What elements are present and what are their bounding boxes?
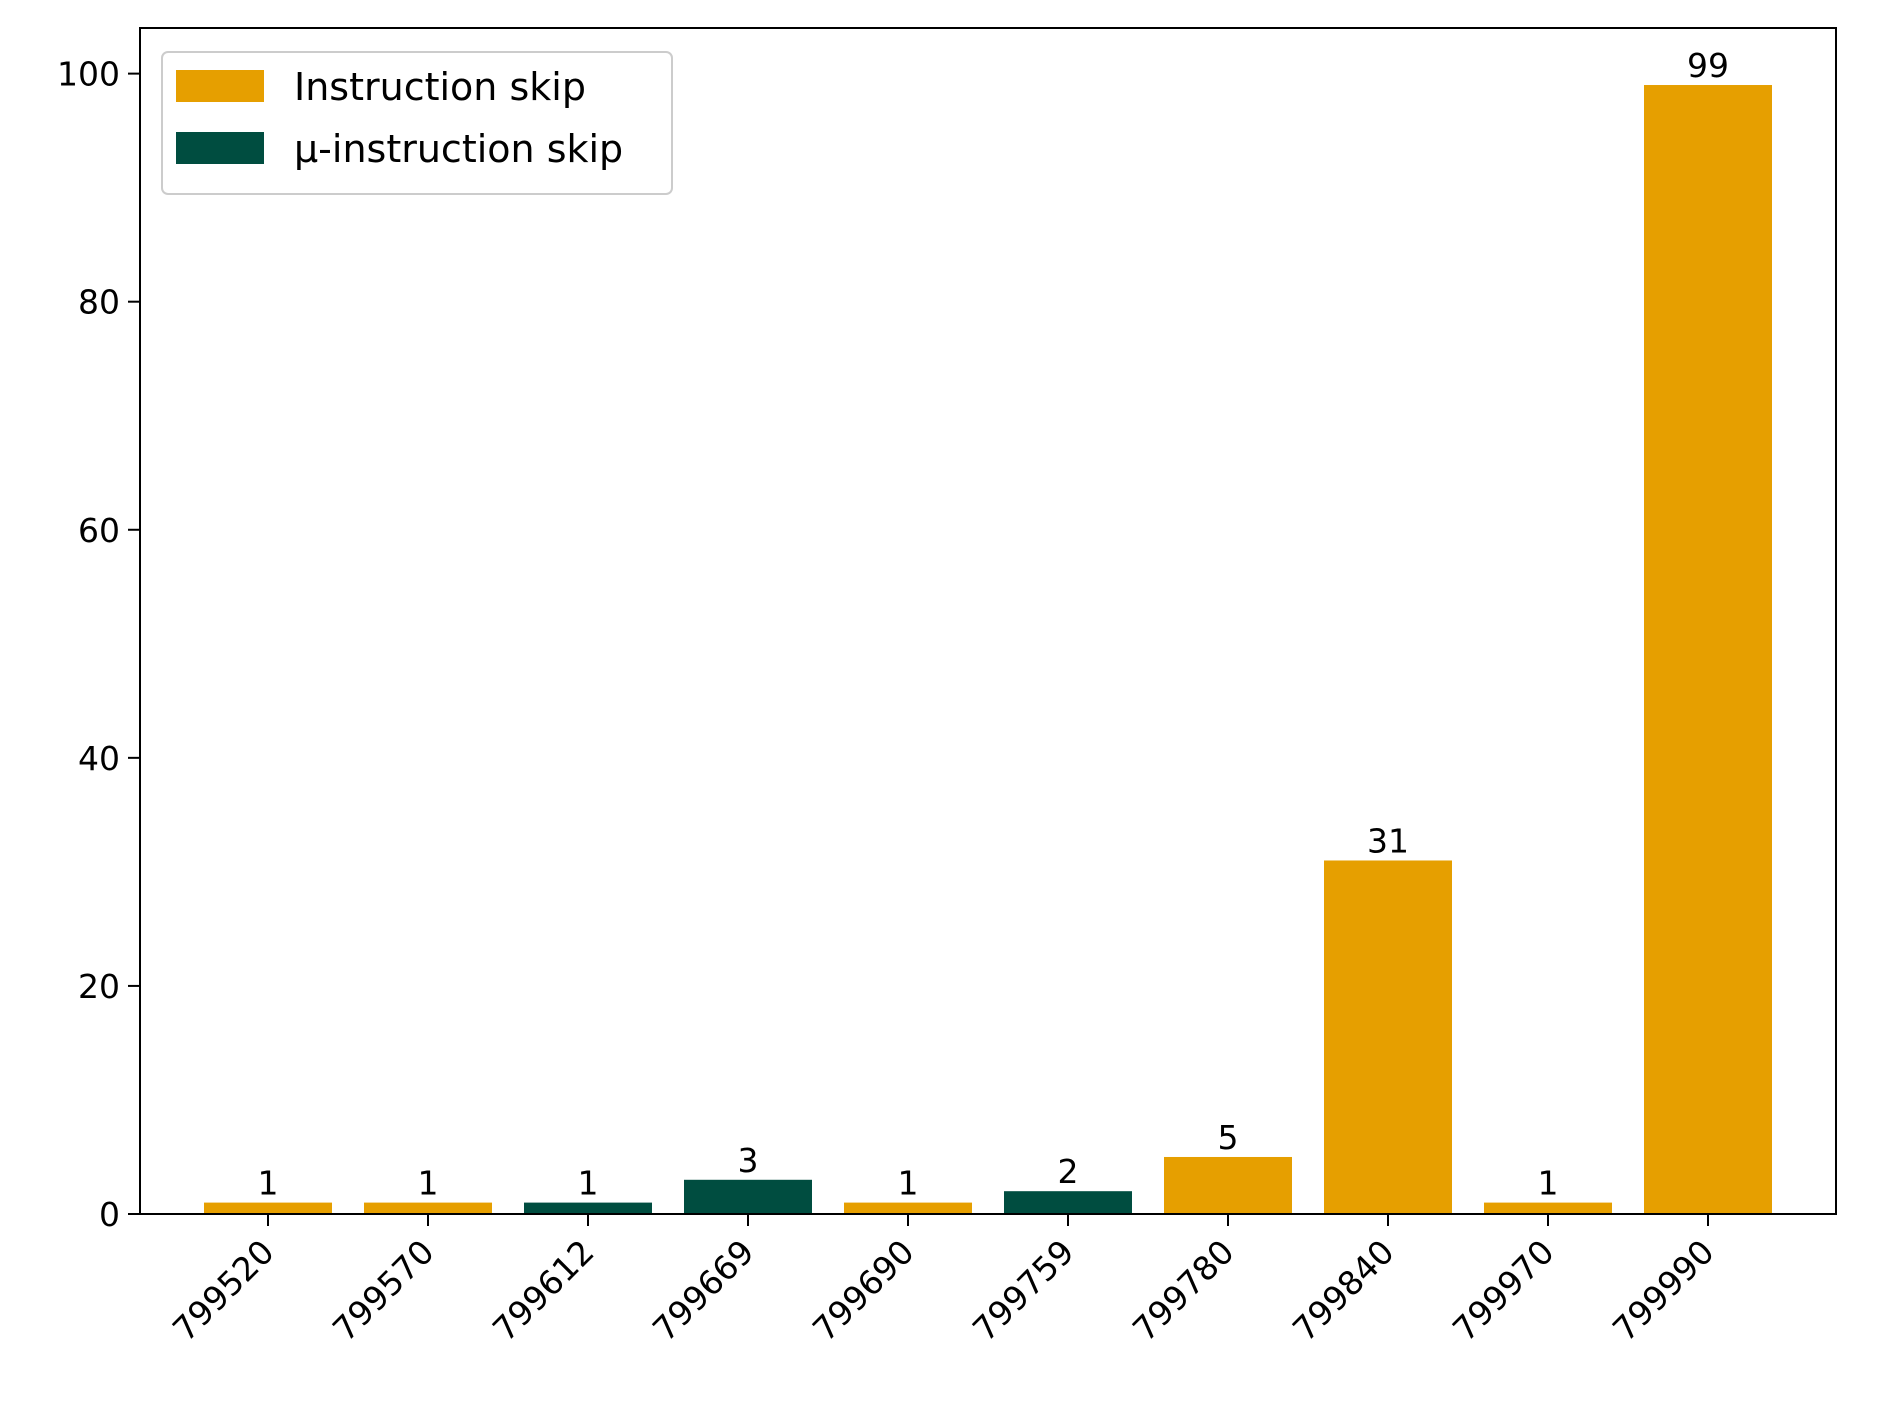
y-tick-label-80: 80 xyxy=(78,283,120,322)
x-tick-label-799840: 799840 xyxy=(1285,1232,1402,1349)
legend-box xyxy=(161,51,673,195)
x-tick-label-799570: 799570 xyxy=(325,1232,442,1349)
x-tick-label-799780: 799780 xyxy=(1125,1232,1242,1349)
y-tick-label-40: 40 xyxy=(78,739,120,778)
legend-items: Instruction skip μ-instruction skip xyxy=(176,65,623,171)
bar-799990 xyxy=(1644,85,1772,1214)
legend-label-0: Instruction skip xyxy=(294,65,586,109)
x-tick-label-799759: 799759 xyxy=(965,1232,1082,1349)
legend-swatch-0 xyxy=(176,70,264,102)
bar-799780 xyxy=(1164,1156,1292,1214)
x-tick-label-799970: 799970 xyxy=(1445,1232,1562,1349)
legend-label-1: μ-instruction skip xyxy=(294,127,623,171)
bar-799612 xyxy=(524,1202,652,1214)
x-tick-label-799990: 799990 xyxy=(1605,1232,1722,1349)
plot-frame xyxy=(139,27,1837,1215)
bar-799520 xyxy=(204,1202,332,1214)
data-label-799970: 1 xyxy=(1538,1164,1559,1203)
x-tick-label-799612: 799612 xyxy=(485,1232,602,1349)
y-tick-label-100: 100 xyxy=(57,55,120,94)
data-label-799669: 3 xyxy=(738,1141,759,1180)
y-tick-label-60: 60 xyxy=(78,511,120,550)
data-label-799840: 31 xyxy=(1367,821,1409,860)
data-label-799990: 99 xyxy=(1687,46,1729,85)
y-tick-label-20: 20 xyxy=(78,967,120,1006)
data-label-799690: 1 xyxy=(898,1164,919,1203)
data-label-799780: 5 xyxy=(1218,1118,1239,1157)
bar-799669 xyxy=(684,1179,812,1214)
bar-799690 xyxy=(844,1202,972,1214)
bar-799840 xyxy=(1324,860,1452,1214)
bars-group xyxy=(204,85,1772,1214)
data-label-799759: 2 xyxy=(1058,1152,1079,1191)
data-label-799612: 1 xyxy=(578,1164,599,1203)
x-axis: 799520 799570 799612 799669 799690 799759 7997… xyxy=(165,1214,1722,1349)
legend-swatch-1 xyxy=(176,132,264,164)
y-tick-label-0: 0 xyxy=(99,1195,120,1234)
bar-799759 xyxy=(1004,1191,1132,1214)
y-axis: 0 20 40 60 80 100 xyxy=(57,55,140,1234)
x-tick-label-799690: 799690 xyxy=(805,1232,922,1349)
data-label-799570: 1 xyxy=(418,1164,439,1203)
legend: Instruction skip μ-instruction skip xyxy=(161,51,673,195)
x-tick-label-799520: 799520 xyxy=(165,1232,282,1349)
x-tick-label-799669: 799669 xyxy=(645,1232,762,1349)
data-label-799520: 1 xyxy=(258,1164,279,1203)
bar-799570 xyxy=(364,1202,492,1214)
bar-799970 xyxy=(1484,1202,1612,1214)
